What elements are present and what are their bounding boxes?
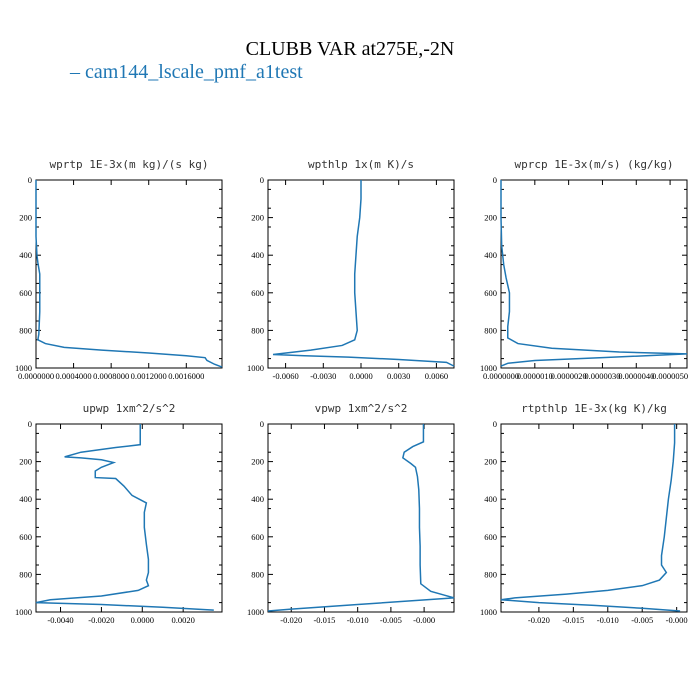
panel-5: vpwp 1xm^2/s^2 0 200 400 600 800 1000 -0.020 -0.… — [247, 402, 455, 625]
x-tick-label: 0.0004000 — [56, 371, 92, 381]
y-tick-label: 0 — [493, 175, 497, 185]
panel-title: upwp 1xm^2/s^2 — [83, 402, 176, 415]
x-tick-label: -0.010 — [347, 615, 369, 625]
x-tick-label: 0.0000040 — [618, 371, 654, 381]
y-tick-label: 400 — [19, 494, 32, 504]
y-tick-label: 800 — [251, 569, 264, 579]
y-tick-label: 1000 — [247, 363, 264, 373]
x-tick-label: 0.0008000 — [93, 371, 129, 381]
y-tick-label: 200 — [251, 213, 264, 223]
x-tick-label: 0.0000050 — [652, 371, 688, 381]
y-tick-label: 0 — [493, 419, 497, 429]
y-tick-label: 800 — [484, 569, 497, 579]
y-tick-label: 800 — [19, 569, 32, 579]
x-tick-label: 0.0030 — [387, 371, 410, 381]
series-line — [500, 180, 688, 367]
x-tick-label: -0.0060 — [272, 371, 298, 381]
plot-frame — [35, 423, 223, 613]
legend: – cam144_lscale_pmf_a1test — [69, 61, 303, 83]
y-tick-label: 1000 — [247, 607, 264, 617]
panel-1: wprtp 1E-3x(m kg)/(s kg) 0 200 400 600 800 100… — [15, 158, 223, 381]
y-tick-label: 0 — [260, 175, 264, 185]
y-tick-label: 0 — [28, 175, 32, 185]
figure-title: CLUBB VAR at275E,-2N — [246, 38, 455, 60]
series-line — [267, 424, 455, 612]
x-tick-label: -0.005 — [631, 615, 653, 625]
x-tick-label: -0.015 — [313, 615, 335, 625]
y-tick-label: 1000 — [15, 363, 32, 373]
x-tick-label: 0.0000030 — [584, 371, 620, 381]
panel-title: wprcp 1E-3x(m/s) (kg/kg) — [515, 158, 674, 171]
panel-6: rtpthlp 1E-3x(kg K)/kg 0 200 400 600 800 1000 -… — [480, 402, 688, 625]
y-tick-label: 1000 — [480, 363, 497, 373]
x-tick-label: 0.0012000 — [131, 371, 167, 381]
y-tick-label: 200 — [251, 457, 264, 467]
plot-frame — [500, 179, 688, 369]
x-tick-label: 0.0000 — [349, 371, 372, 381]
x-tick-label: -0.000 — [666, 615, 688, 625]
panel-3: wprcp 1E-3x(m/s) (kg/kg) 0 200 400 600 800 100… — [480, 158, 688, 381]
panel-4: upwp 1xm^2/s^2 0 200 400 600 800 1000 -0.0040 -0… — [15, 402, 223, 625]
panel-title: rtpthlp 1E-3x(kg K)/kg — [521, 402, 667, 415]
x-tick-label: -0.005 — [380, 615, 402, 625]
y-tick-label: 400 — [251, 250, 264, 260]
x-tick-label: -0.020 — [280, 615, 302, 625]
x-tick-label: 0.0000 — [131, 615, 154, 625]
y-tick-label: 1000 — [480, 607, 497, 617]
series-line — [500, 424, 681, 612]
x-tick-label: -0.020 — [528, 615, 550, 625]
x-tick-label: 0.0020 — [171, 615, 194, 625]
y-tick-label: 400 — [19, 250, 32, 260]
y-tick-label: 200 — [19, 213, 32, 223]
y-tick-label: 0 — [260, 419, 264, 429]
panel-2: wpthlp 1x(m K)/s 0 200 400 600 800 1000 -0.0060… — [247, 158, 455, 381]
legend-label: – cam144_lscale_pmf_a1test — [69, 61, 303, 83]
x-tick-label: 0.0000020 — [551, 371, 587, 381]
y-tick-label: 200 — [484, 457, 497, 467]
y-tick-label: 600 — [484, 288, 497, 298]
x-tick-label: -0.0020 — [88, 615, 114, 625]
x-tick-label: -0.015 — [562, 615, 584, 625]
y-tick-label: 800 — [19, 325, 32, 335]
y-tick-label: 200 — [484, 213, 497, 223]
y-tick-label: 1000 — [15, 607, 32, 617]
panel-title: wpthlp 1x(m K)/s — [308, 158, 414, 171]
series-line — [272, 180, 455, 367]
series-line — [35, 180, 223, 368]
series-line — [35, 424, 214, 611]
y-tick-label: 600 — [19, 532, 32, 542]
y-tick-label: 600 — [251, 288, 264, 298]
x-tick-label: 0.0000000 — [483, 371, 519, 381]
x-tick-label: 0.0060 — [425, 371, 448, 381]
x-tick-label: 0.0016000 — [168, 371, 204, 381]
y-tick-label: 200 — [19, 457, 32, 467]
y-tick-label: 0 — [28, 419, 32, 429]
y-tick-label: 600 — [484, 532, 497, 542]
y-tick-label: 400 — [484, 494, 497, 504]
panel-title: vpwp 1xm^2/s^2 — [315, 402, 408, 415]
plot-frame — [267, 423, 455, 613]
y-tick-label: 800 — [484, 325, 497, 335]
x-tick-label: 0.0000000 — [18, 371, 54, 381]
plot-frame — [35, 179, 223, 369]
y-tick-label: 400 — [484, 250, 497, 260]
x-tick-label: -0.0040 — [47, 615, 73, 625]
x-tick-label: -0.000 — [413, 615, 435, 625]
y-tick-label: 600 — [19, 288, 32, 298]
plot-frame — [500, 423, 688, 613]
x-tick-label: -0.0030 — [310, 371, 336, 381]
x-tick-label: -0.010 — [597, 615, 619, 625]
panels: wprtp 1E-3x(m kg)/(s kg) 0 200 400 600 800 100… — [15, 158, 688, 625]
y-tick-label: 600 — [251, 532, 264, 542]
y-tick-label: 400 — [251, 494, 264, 504]
x-tick-label: 0.0000010 — [517, 371, 553, 381]
y-tick-label: 800 — [251, 325, 264, 335]
panel-title: wprtp 1E-3x(m kg)/(s kg) — [50, 158, 209, 171]
